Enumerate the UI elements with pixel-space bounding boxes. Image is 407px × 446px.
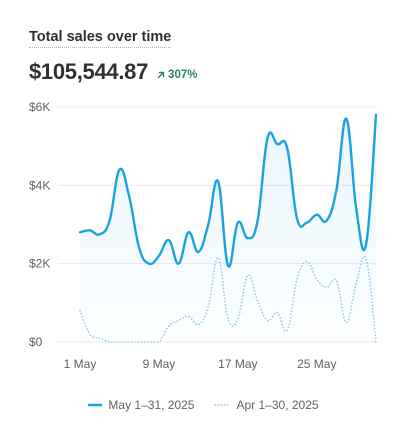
legend-label-previous: Apr 1–30, 2025	[236, 398, 319, 412]
legend-item-current[interactable]: May 1–31, 2025	[88, 398, 194, 412]
growth-percent: 307%	[168, 69, 198, 81]
chart-legend: May 1–31, 2025 Apr 1–30, 2025	[0, 398, 407, 412]
sales-line-chart: $0 $2K $4K $6K 1 May 9 May 17 May 25 May	[29, 100, 378, 371]
metric-row: $105,544.87 307%	[29, 59, 197, 85]
x-tick-label: 17 May	[218, 357, 257, 371]
solid-line-swatch-icon	[88, 403, 103, 407]
x-tick-label: 9 May	[143, 357, 176, 371]
legend-item-previous[interactable]: Apr 1–30, 2025	[214, 398, 319, 412]
y-tick-label: $6K	[29, 100, 50, 114]
current-series-line	[78, 113, 378, 268]
y-tick-label: $2K	[29, 257, 50, 271]
card-title[interactable]: Total sales over time	[29, 29, 172, 48]
y-tick-label: $0	[29, 335, 43, 349]
growth-badge: 307%	[157, 69, 197, 81]
current-series-area	[80, 114, 376, 342]
y-tick-label: $4K	[29, 178, 50, 192]
legend-label-current: May 1–31, 2025	[108, 398, 195, 412]
x-tick-label: 25 May	[297, 357, 336, 371]
arrow-up-right-icon	[157, 71, 165, 79]
x-tick-label: 1 May	[64, 357, 97, 371]
total-sales-value: $105,544.87	[29, 59, 149, 84]
dotted-line-swatch-icon	[214, 404, 231, 406]
